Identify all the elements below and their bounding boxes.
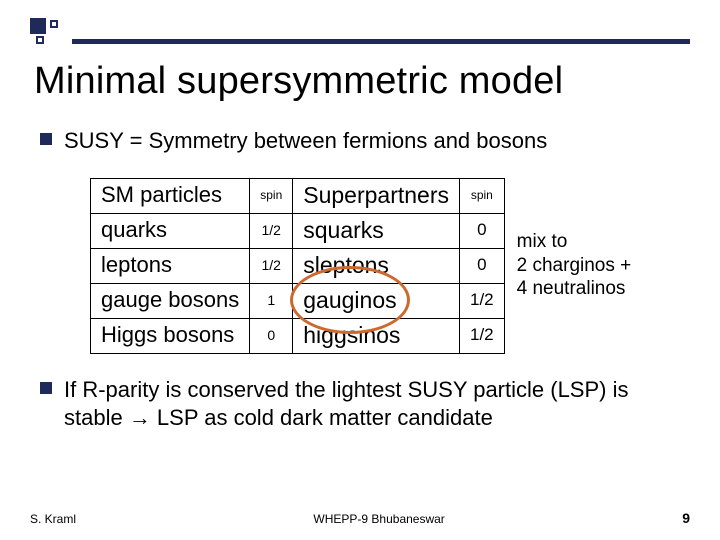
table-row: gauge bosons 1 gauginos 1/2 bbox=[91, 283, 505, 318]
cell-spin1: 1/2 bbox=[250, 248, 293, 283]
footer-venue: WHEPP-9 Bhubaneswar bbox=[313, 512, 444, 526]
table-header-row: SM particles spin Superpartners spin bbox=[91, 178, 505, 213]
footer-author: S. Kraml bbox=[30, 512, 76, 526]
th-sp: Superpartners bbox=[293, 178, 460, 213]
table-row: leptons 1/2 sleptons 0 bbox=[91, 248, 505, 283]
cell-sm: quarks bbox=[91, 213, 250, 248]
bullet-1: SUSY = Symmetry between fermions and bos… bbox=[40, 127, 690, 156]
cell-sp: higgsinos bbox=[293, 318, 460, 353]
table-with-annotation: SM particles spin Superpartners spin qua… bbox=[90, 178, 690, 354]
th-spin2: spin bbox=[460, 178, 505, 213]
cell-sp: gauginos bbox=[293, 283, 460, 318]
top-decor-bar bbox=[30, 18, 690, 46]
cell-spin1: 1 bbox=[250, 283, 293, 318]
cell-spin1: 0 bbox=[250, 318, 293, 353]
footer-page-number: 9 bbox=[682, 510, 690, 526]
table-row: quarks 1/2 squarks 0 bbox=[91, 213, 505, 248]
corner-squares-icon bbox=[30, 18, 62, 46]
cell-sm: leptons bbox=[91, 248, 250, 283]
cell-spin2: 0 bbox=[460, 248, 505, 283]
particles-table: SM particles spin Superpartners spin qua… bbox=[90, 178, 505, 354]
square-bullet-icon bbox=[40, 382, 52, 394]
footer: S. Kraml WHEPP-9 Bhubaneswar 9 bbox=[0, 510, 720, 526]
cell-spin1: 1/2 bbox=[250, 213, 293, 248]
cell-sp: sleptons bbox=[293, 248, 460, 283]
page-title: Minimal supersymmetric model bbox=[34, 60, 690, 103]
th-sm: SM particles bbox=[91, 178, 250, 213]
horizontal-rule bbox=[72, 39, 690, 44]
cell-sp: squarks bbox=[293, 213, 460, 248]
bullet-1-text: SUSY = Symmetry between fermions and bos… bbox=[64, 127, 547, 156]
cell-sm: Higgs bosons bbox=[91, 318, 250, 353]
cell-spin2: 0 bbox=[460, 213, 505, 248]
slide: Minimal supersymmetric model SUSY = Symm… bbox=[0, 0, 720, 540]
th-spin1: spin bbox=[250, 178, 293, 213]
annotation-text: mix to 2 charginos + 4 neutralinos bbox=[517, 230, 632, 301]
bullet-2-text: If R-parity is conserved the lightest SU… bbox=[64, 376, 690, 433]
square-bullet-icon bbox=[40, 133, 52, 145]
cell-sm: gauge bosons bbox=[91, 283, 250, 318]
table-row: Higgs bosons 0 higgsinos 1/2 bbox=[91, 318, 505, 353]
cell-spin2: 1/2 bbox=[460, 318, 505, 353]
bullet-2: If R-parity is conserved the lightest SU… bbox=[40, 376, 690, 433]
table-wrapper: SM particles spin Superpartners spin qua… bbox=[90, 178, 505, 354]
cell-spin2: 1/2 bbox=[460, 283, 505, 318]
